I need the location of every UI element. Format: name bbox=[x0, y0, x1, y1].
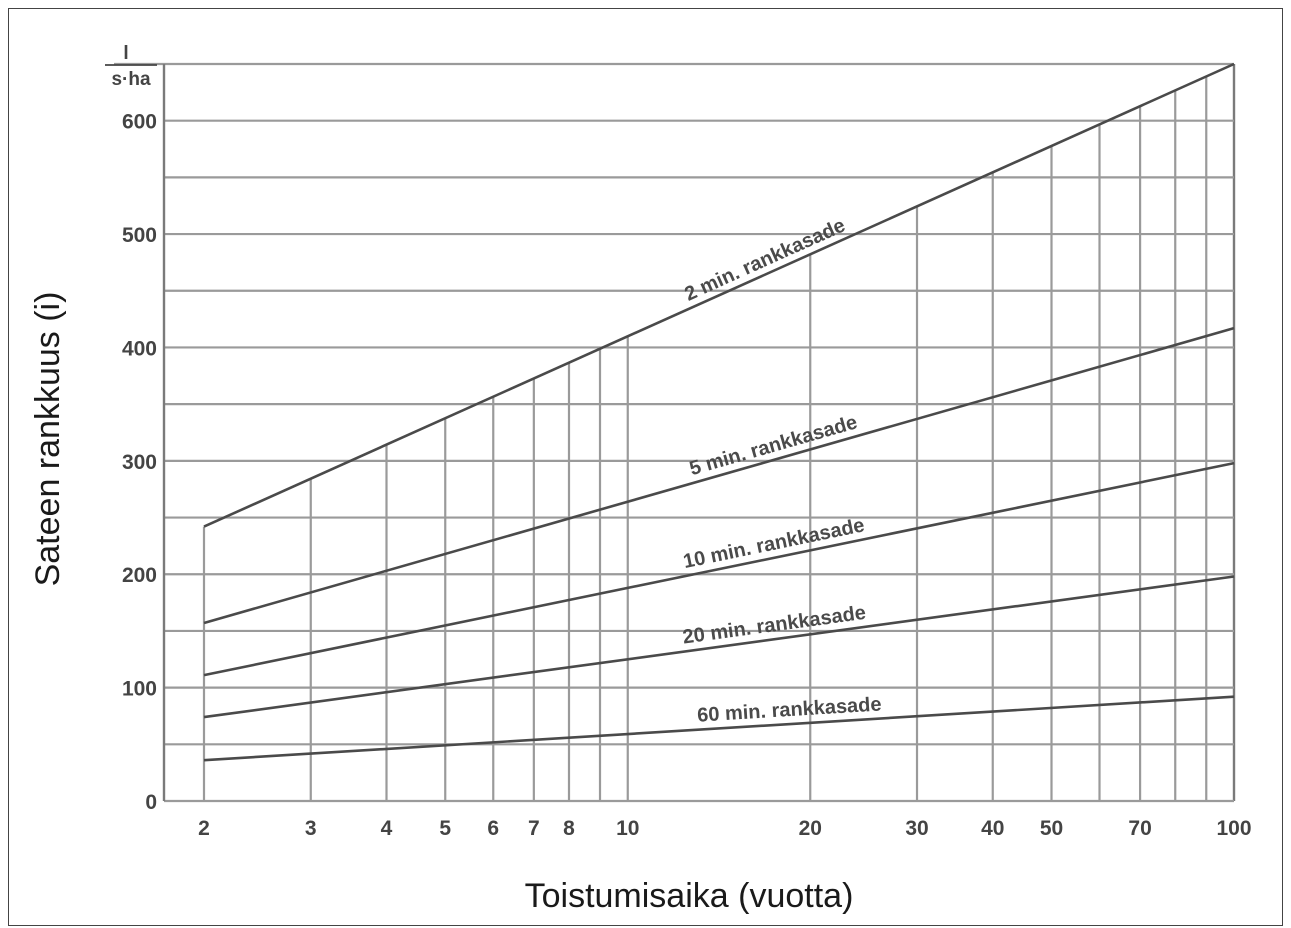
y-tick-200: 200 bbox=[122, 564, 157, 587]
x-tick-labels: 2 3 4 5 6 7 8 10 20 30 40 50 70 100 bbox=[198, 817, 1251, 840]
x-tick-40: 40 bbox=[981, 817, 1004, 840]
y-tick-400: 400 bbox=[122, 337, 157, 360]
x-tick-2: 2 bbox=[198, 817, 210, 840]
series-line-5 bbox=[203, 695, 1235, 762]
y-unit-denominator: s·ha bbox=[111, 69, 151, 90]
x-tick-20: 20 bbox=[799, 817, 822, 840]
x-tick-3: 3 bbox=[305, 817, 317, 840]
x-tick-100: 100 bbox=[1216, 817, 1251, 840]
chart-frame: 2 min. rankkasade 5 min. rankkasade 10 min… bbox=[8, 8, 1283, 926]
y-tick-500: 500 bbox=[122, 224, 157, 247]
series-line-1 bbox=[203, 62, 1235, 528]
x-tick-10: 10 bbox=[616, 817, 639, 840]
y-tick-600: 600 bbox=[122, 111, 157, 134]
y-axis-title: Sateen rankkuus (i) bbox=[29, 292, 67, 587]
x-tick-30: 30 bbox=[905, 817, 928, 840]
series-label-2: 5 min. rankkasade bbox=[687, 411, 860, 480]
y-tick-100: 100 bbox=[122, 678, 157, 701]
series-label-1: 2 min. rankkasade bbox=[681, 214, 848, 305]
x-tick-4: 4 bbox=[381, 817, 393, 840]
series-lines bbox=[203, 62, 1235, 762]
x-tick-5: 5 bbox=[439, 817, 451, 840]
horizontal-gridlines bbox=[114, 62, 1234, 803]
x-tick-7: 7 bbox=[528, 817, 540, 840]
x-tick-8: 8 bbox=[563, 817, 575, 840]
y-tick-0: 0 bbox=[145, 791, 157, 814]
series-line-3 bbox=[203, 461, 1235, 677]
y-tick-labels: 0 100 200 300 400 500 600 bbox=[122, 111, 157, 814]
x-tick-70: 70 bbox=[1128, 817, 1151, 840]
series-label-5: 60 min. rankkasade bbox=[697, 693, 883, 726]
series-line-4 bbox=[203, 575, 1235, 719]
y-unit-numerator: l bbox=[123, 43, 128, 64]
x-tick-50: 50 bbox=[1040, 817, 1063, 840]
x-axis-title: Toistumisaika (vuotta) bbox=[525, 877, 854, 915]
y-unit: l s·ha bbox=[105, 43, 157, 90]
series-label-4: 20 min. rankkasade bbox=[681, 602, 867, 649]
y-tick-300: 300 bbox=[122, 451, 157, 474]
vertical-gridlines bbox=[202, 64, 1236, 801]
series-line-2 bbox=[203, 326, 1235, 625]
x-tick-6: 6 bbox=[487, 817, 499, 840]
